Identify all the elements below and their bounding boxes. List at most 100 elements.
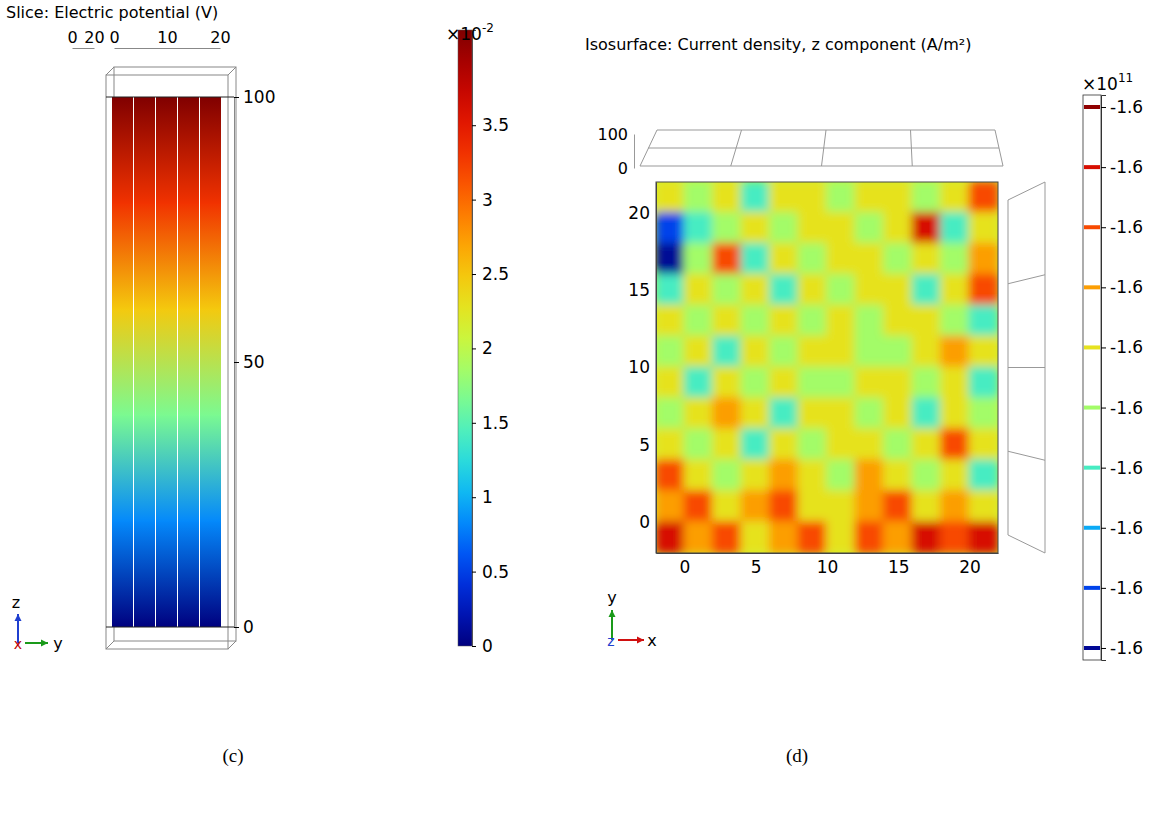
cell bbox=[826, 367, 857, 400]
cell bbox=[826, 490, 857, 523]
cell bbox=[769, 305, 800, 338]
tick-label: 15 bbox=[888, 557, 910, 577]
slice-band bbox=[134, 97, 155, 204]
tick: 1 bbox=[472, 487, 493, 507]
cell bbox=[883, 336, 914, 369]
cell bbox=[798, 243, 829, 276]
cell bbox=[741, 521, 772, 553]
x-axis: 05101520 bbox=[657, 553, 999, 577]
box-frame bbox=[640, 130, 1045, 553]
axis-line bbox=[634, 135, 635, 169]
cell bbox=[940, 397, 971, 430]
tick-mark bbox=[472, 497, 476, 498]
slice-band bbox=[178, 97, 199, 204]
tick: 5 bbox=[639, 435, 656, 455]
multiplier-base: ×10 bbox=[1082, 74, 1118, 94]
triad-head bbox=[15, 614, 22, 621]
tick-mark bbox=[472, 274, 476, 275]
cell bbox=[855, 367, 886, 400]
cell bbox=[769, 367, 800, 400]
cell bbox=[883, 521, 914, 553]
tick-label: 3 bbox=[482, 190, 493, 210]
axis-line bbox=[73, 48, 95, 49]
tick-mark bbox=[234, 627, 239, 628]
slice-band bbox=[200, 309, 221, 416]
cell bbox=[883, 274, 914, 307]
colorbar-axis: -1.6-1.6-1.6-1.6-1.6-1.6-1.6-1.6-1.6-1.6 bbox=[1101, 96, 1143, 661]
tick: 15 bbox=[628, 280, 656, 300]
axis-line bbox=[1102, 96, 1107, 661]
cell bbox=[798, 459, 829, 492]
cell bbox=[883, 397, 914, 430]
tick: 10 bbox=[157, 28, 177, 48]
cell bbox=[940, 212, 971, 245]
slice-band bbox=[112, 521, 133, 628]
slice-band bbox=[112, 97, 133, 204]
cell bbox=[912, 336, 943, 369]
cell bbox=[798, 367, 829, 400]
slice-band bbox=[134, 415, 155, 522]
tick-label: -1.6 bbox=[1110, 277, 1143, 297]
tick: -1.6 bbox=[1101, 337, 1143, 357]
cell bbox=[855, 490, 886, 523]
cell bbox=[712, 212, 743, 245]
cell bbox=[940, 274, 971, 307]
cell bbox=[798, 182, 829, 214]
slice-band bbox=[178, 309, 199, 416]
cell bbox=[855, 212, 886, 245]
caption: (d) bbox=[786, 745, 808, 767]
cell bbox=[826, 243, 857, 276]
cell bbox=[912, 182, 943, 214]
cell bbox=[855, 243, 886, 276]
level-line bbox=[1084, 165, 1100, 169]
cell bbox=[912, 212, 943, 245]
cell bbox=[712, 521, 743, 553]
cell bbox=[769, 459, 800, 492]
cell bbox=[883, 243, 914, 276]
tick: 0 bbox=[472, 636, 493, 656]
cell bbox=[855, 459, 886, 492]
tick-label: 1 bbox=[482, 487, 493, 507]
slice-band bbox=[156, 203, 177, 310]
tick-mark bbox=[1101, 408, 1106, 409]
triad-head bbox=[637, 637, 644, 644]
tick-mark bbox=[1101, 107, 1106, 108]
cell bbox=[798, 428, 829, 461]
tick-label: 1.5 bbox=[482, 413, 509, 433]
tick-label: -1.6 bbox=[1110, 638, 1143, 658]
cell bbox=[769, 336, 800, 369]
triad-label: y bbox=[53, 634, 62, 653]
triad-label: z bbox=[12, 593, 20, 612]
cell bbox=[969, 305, 999, 338]
cell bbox=[741, 274, 772, 307]
cell bbox=[798, 212, 829, 245]
cell bbox=[741, 182, 772, 214]
cell bbox=[684, 490, 715, 523]
plot-frame bbox=[656, 182, 998, 553]
box-frame bbox=[106, 67, 236, 649]
cell bbox=[684, 182, 715, 214]
cell bbox=[969, 182, 999, 214]
tick: 3 bbox=[472, 190, 493, 210]
cell bbox=[826, 182, 857, 214]
title: Isosurface: Current density, z component… bbox=[585, 35, 971, 54]
tick-mark bbox=[1101, 227, 1106, 228]
box-edge bbox=[1008, 275, 1045, 284]
cell bbox=[656, 243, 686, 276]
colorbar-multiplier: ×10-2 bbox=[446, 21, 494, 44]
level-line bbox=[1084, 646, 1100, 650]
level-line bbox=[1084, 345, 1100, 349]
slice-band bbox=[200, 97, 221, 204]
slice-band bbox=[178, 415, 199, 522]
triad-label: y bbox=[607, 588, 616, 607]
axis-line bbox=[115, 48, 221, 49]
cell bbox=[684, 521, 715, 553]
tick: 10 bbox=[628, 357, 656, 377]
cell bbox=[684, 243, 715, 276]
axis-line bbox=[235, 98, 240, 628]
z-axis: 0100 bbox=[597, 125, 634, 178]
cell bbox=[969, 428, 999, 461]
tick: 2 bbox=[472, 338, 493, 358]
tick-label: -1.6 bbox=[1110, 217, 1143, 237]
slice-band bbox=[112, 309, 133, 416]
